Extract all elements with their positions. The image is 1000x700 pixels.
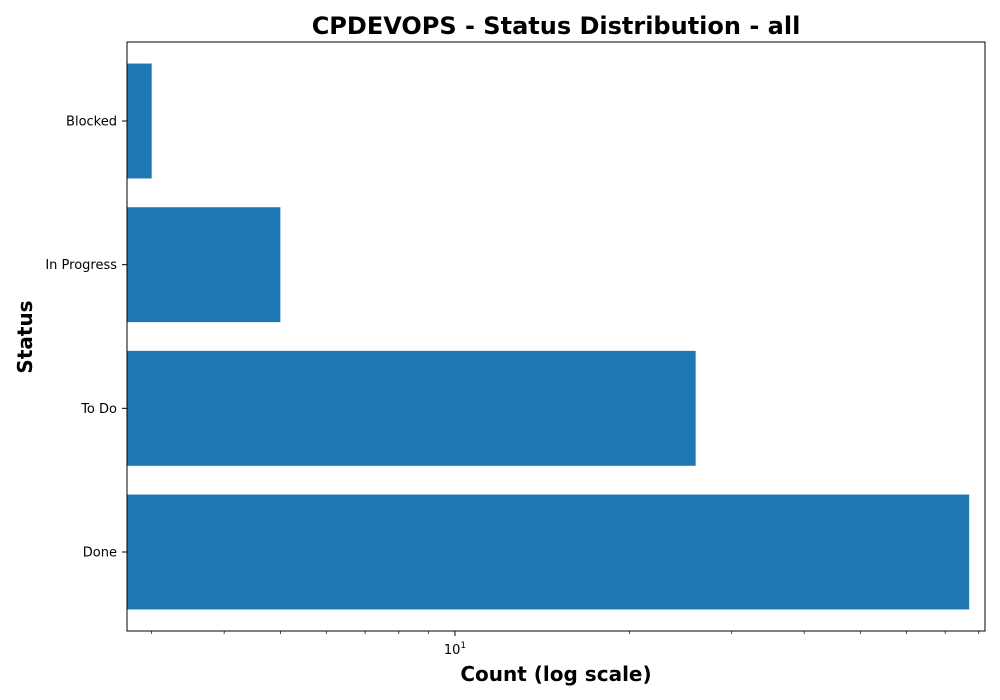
plot-frame — [126, 41, 986, 632]
bar-blocked — [127, 63, 152, 179]
chart-title: CPDEVOPS - Status Distribution - all — [312, 12, 801, 40]
bars-group — [127, 63, 970, 610]
y-tick-label: To Do — [80, 402, 117, 417]
x-axis-label: Count (log scale) — [460, 662, 651, 686]
x-axis: 101 — [151, 631, 980, 658]
y-axis: Done To Do In Progress Blocked — [45, 115, 127, 560]
x-tick-label: 101 — [444, 641, 466, 658]
bar-in-progress — [127, 207, 281, 323]
y-tick-label: Blocked — [66, 115, 117, 130]
bar-done — [127, 494, 970, 610]
y-axis-label: Status — [13, 300, 37, 373]
bar-to-do — [127, 350, 696, 466]
y-tick-label: Done — [83, 545, 117, 560]
y-tick-label: In Progress — [45, 258, 117, 273]
